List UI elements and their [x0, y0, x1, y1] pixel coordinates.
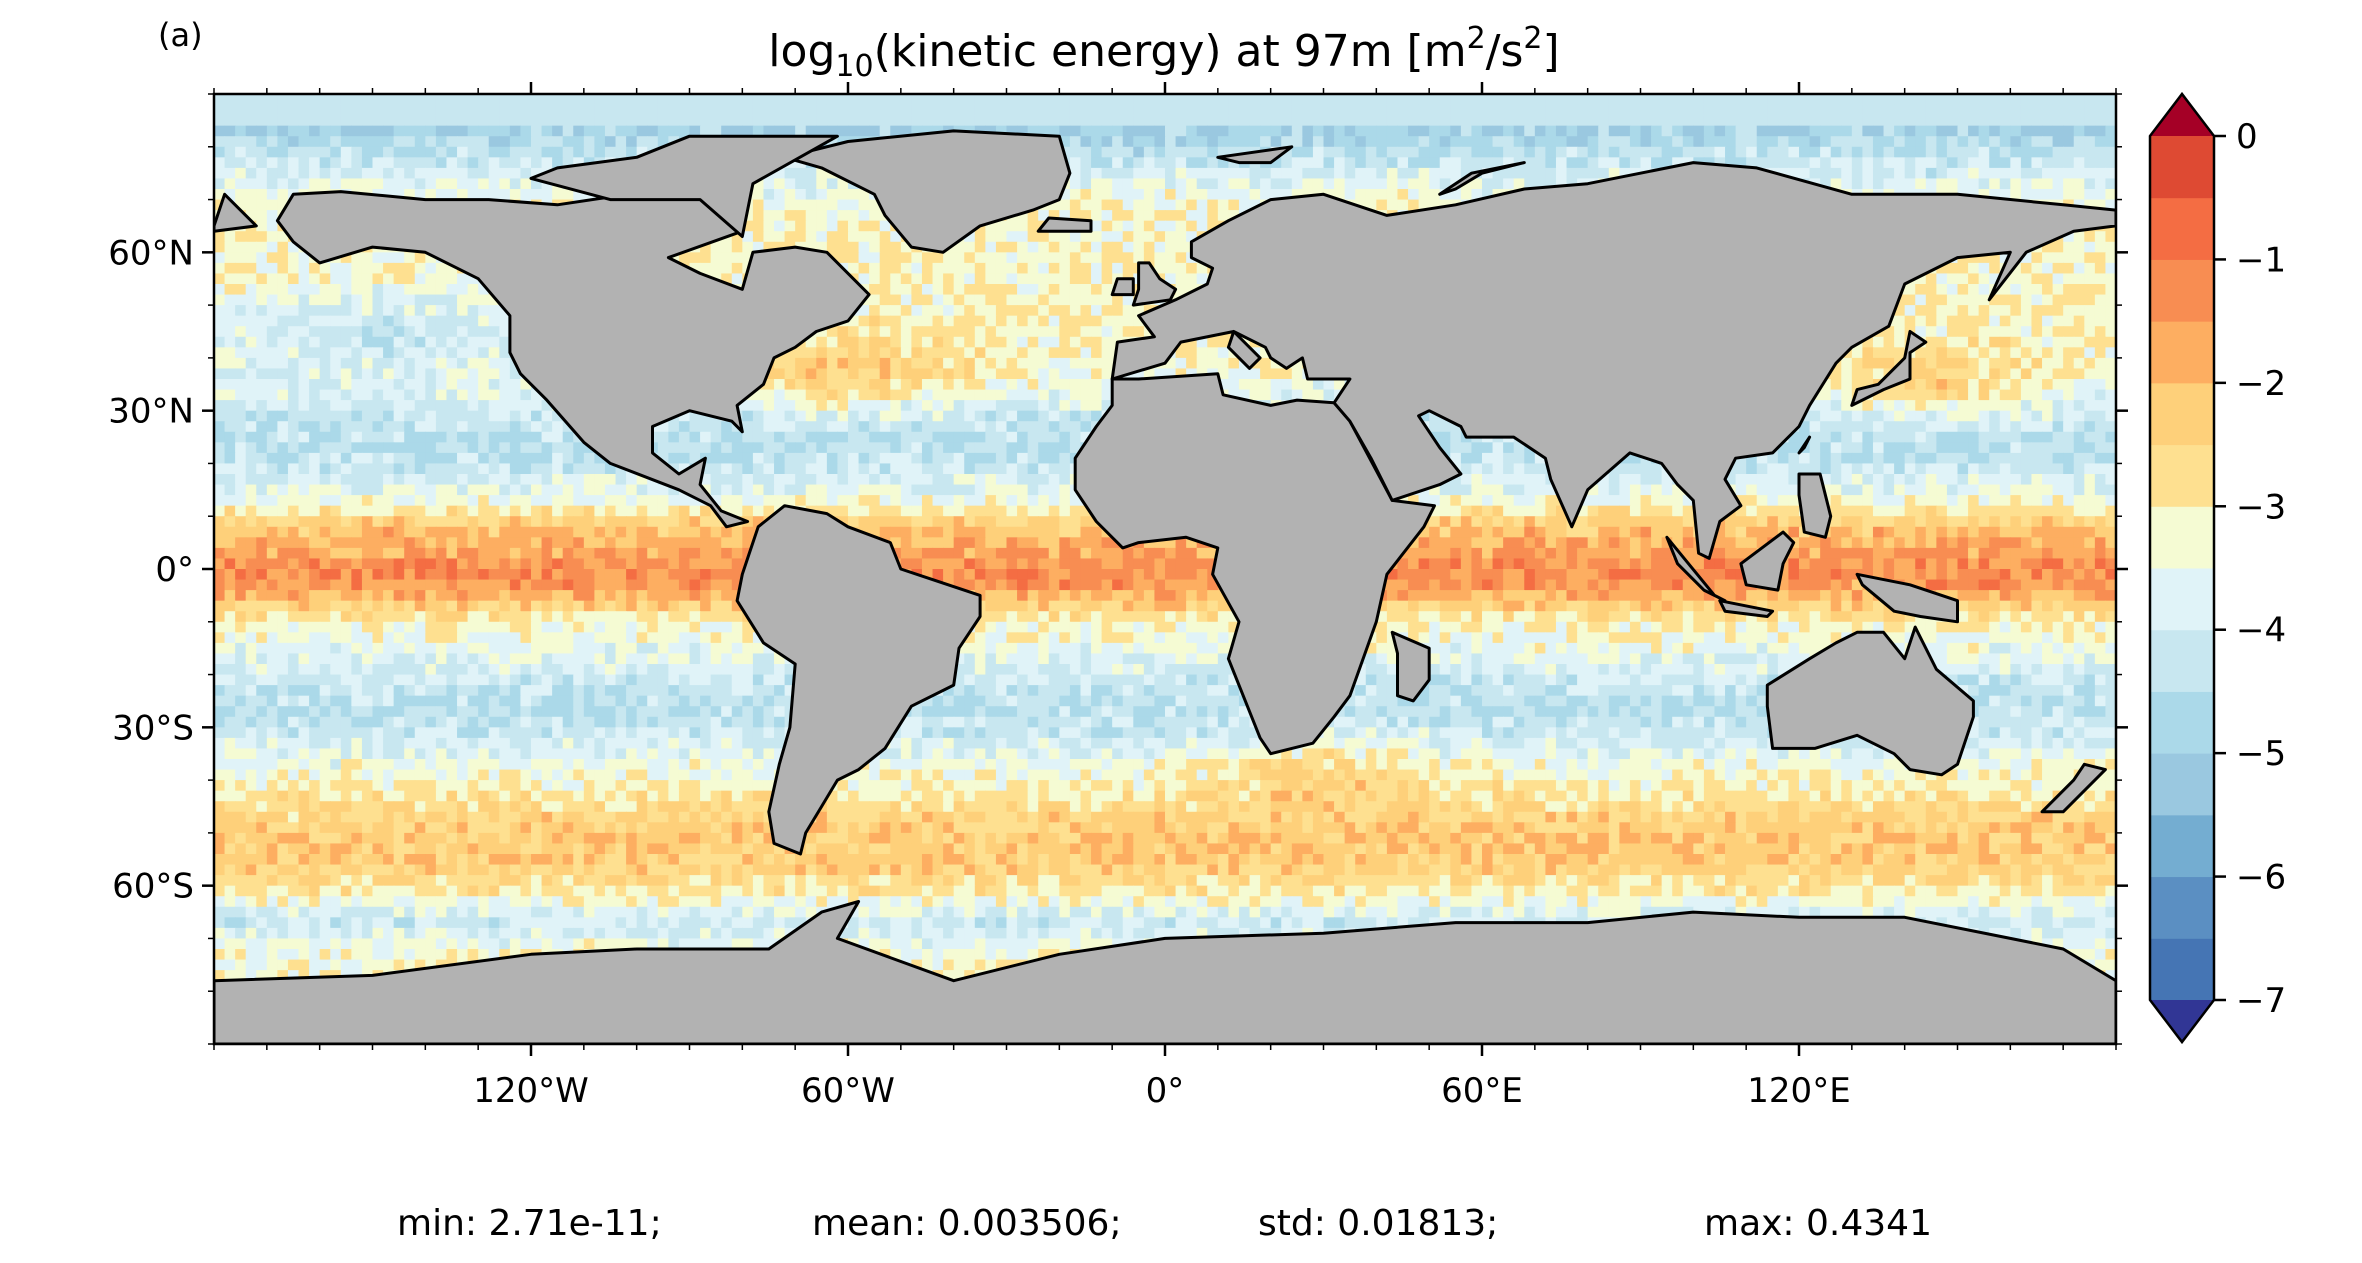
colorbar-label-3: −3 — [2236, 487, 2286, 527]
lat-label-1: 30°N — [108, 392, 194, 432]
colorbar-band-11 — [2150, 259, 2214, 322]
panel-label: (a) — [158, 16, 203, 54]
landmass-12 — [1850, 330, 1928, 407]
colorbar: 0 −1 −2 −3 −4 −5 −6 −7 — [2148, 91, 2286, 1045]
landmass-11 — [1036, 216, 1093, 233]
lon-label-2: 0° — [1146, 1071, 1185, 1111]
colorbar-band-3 — [2150, 753, 2214, 816]
statistics-line: min: 2.71e-11; mean: 0.003506; std: 0.01… — [397, 1203, 1932, 1244]
colorbar-band-7 — [2150, 506, 2214, 569]
landmass-14 — [1665, 535, 1727, 603]
landmass-1 — [735, 504, 982, 856]
landmass-2 — [783, 129, 1072, 254]
colorbar-band-1 — [2150, 876, 2214, 939]
map-ticks: 60°N 30°N 0° 30°S 60°S 120°W 60°W 0° 60°E 120°E — [108, 82, 2128, 1111]
stat-max: max: 0.4341 — [1704, 1203, 1932, 1244]
landmass-10 — [1110, 277, 1135, 297]
landmass-20 — [1438, 161, 1526, 196]
colorbar-band-9 — [2150, 382, 2214, 446]
lat-label-3: 30°S — [112, 708, 194, 748]
colorbar-extend-max — [2150, 94, 2214, 136]
colorbar-label-6: −6 — [2236, 858, 2286, 898]
colorbar-band-2 — [2150, 814, 2214, 878]
landmass-13 — [1855, 572, 1959, 624]
map-panel: 60°N 30°N 0° 30°S 60°S 120°W 60°W 0° 60°E 120°E — [108, 82, 2128, 1111]
landmass-21 — [1797, 472, 1833, 539]
colorbar-label-5: −5 — [2236, 734, 2286, 774]
colorbar-band-0 — [2150, 938, 2214, 1001]
colorbar-label-0: 0 — [2236, 117, 2258, 157]
landmass-18 — [529, 134, 839, 238]
colorbar-extend-min — [2150, 1000, 2214, 1042]
landmass-5 — [1765, 625, 1975, 777]
landmass-17 — [2040, 762, 2107, 814]
landmass-9 — [1131, 261, 1178, 307]
landmass-15 — [1739, 530, 1796, 592]
lon-label-4: 120°E — [1747, 1071, 1850, 1111]
colorbar-band-13 — [2150, 136, 2214, 199]
colorbar-label-4: −4 — [2236, 611, 2286, 651]
colorbar-band-5 — [2150, 629, 2214, 692]
stat-min: min: 2.71e-11; — [397, 1203, 662, 1244]
landmass-4 — [1110, 161, 2116, 560]
lon-label-3: 60°E — [1441, 1071, 1523, 1111]
landmass-16 — [1718, 599, 1775, 618]
lat-label-4: 60°S — [112, 867, 194, 907]
colorbar-band-8 — [2150, 444, 2214, 507]
landmass-6 — [1390, 630, 1431, 703]
stat-mean: mean: 0.003506; — [812, 1203, 1122, 1244]
colorbar-label-1: −1 — [2236, 240, 2286, 280]
landmass-22 — [1797, 435, 1812, 455]
lon-label-1: 60°W — [801, 1071, 895, 1111]
colorbar-label-7: −7 — [2236, 981, 2286, 1021]
stat-std: std: 0.01813; — [1258, 1203, 1498, 1244]
lat-label-2: 0° — [155, 550, 194, 590]
landmass-8 — [214, 192, 258, 233]
land-masses — [214, 129, 2116, 1044]
lat-label-0: 60°N — [108, 233, 194, 273]
landmass-7 — [214, 900, 2116, 1044]
map-title: log10(kinetic energy) at 97m [m2/s2] — [768, 21, 1559, 84]
landmass-3 — [1073, 372, 1436, 756]
colorbar-band-6 — [2150, 568, 2214, 631]
colorbar-label-2: −2 — [2236, 364, 2286, 404]
colorbar-band-4 — [2150, 691, 2214, 754]
landmass-19 — [1216, 145, 1294, 165]
lon-label-0: 120°W — [473, 1071, 589, 1111]
colorbar-band-10 — [2150, 321, 2214, 384]
colorbar-band-12 — [2150, 197, 2214, 260]
